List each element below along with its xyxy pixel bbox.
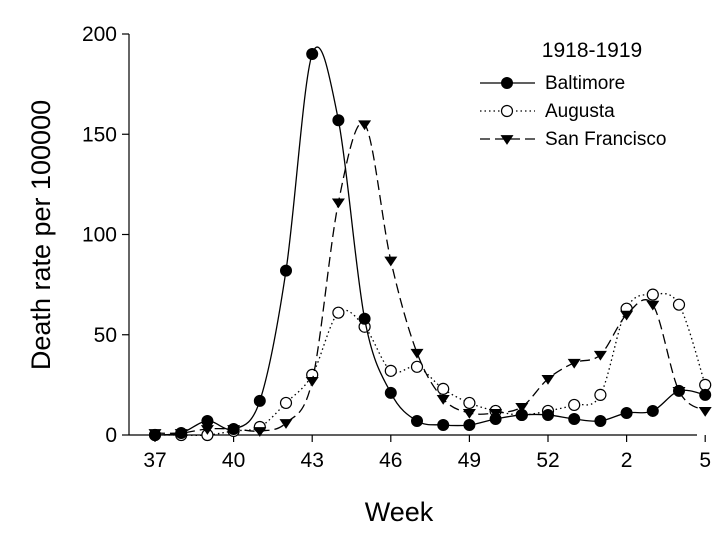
series-line-baltimore <box>154 46 706 436</box>
data-point-augusta <box>410 360 424 373</box>
data-point-san-francisco <box>279 419 293 429</box>
x-tick-label: 49 <box>458 449 481 472</box>
data-point-baltimore <box>175 426 188 439</box>
data-point-baltimore <box>201 414 214 427</box>
data-point-augusta <box>672 298 686 311</box>
legend-label-augusta: Augusta <box>545 101 615 122</box>
x-tick-label: 46 <box>379 449 402 472</box>
data-point-baltimore <box>358 312 371 325</box>
data-point-san-francisco <box>698 407 712 417</box>
data-point-baltimore <box>306 48 319 61</box>
legend-items: Baltimore Augusta San Francisco <box>480 73 666 150</box>
data-point-san-francisco <box>253 427 267 437</box>
x-tick-label: 52 <box>536 449 559 472</box>
y-tick-label: 200 <box>82 23 117 46</box>
legend-marker-san-francisco <box>500 135 514 145</box>
data-point-baltimore <box>646 404 659 417</box>
data-point-baltimore <box>673 384 685 397</box>
y-tick-label: 0 <box>105 424 117 447</box>
data-point-baltimore <box>542 408 554 421</box>
data-point-augusta <box>699 378 712 391</box>
data-point-baltimore <box>594 414 607 427</box>
y-ticks: 0 50 100 150 200 <box>82 23 129 447</box>
x-tick-label: 2 <box>621 449 633 472</box>
data-point-san-francisco <box>331 198 345 209</box>
series-layer <box>148 46 712 442</box>
data-point-baltimore <box>332 114 345 127</box>
data-point-san-francisco <box>646 300 660 311</box>
legend-entry-augusta: Augusta <box>480 101 615 122</box>
y-tick-label: 150 <box>82 123 117 146</box>
x-tick-label: 43 <box>301 449 324 472</box>
data-point-san-francisco <box>436 395 450 405</box>
data-point-san-francisco <box>305 376 319 387</box>
data-point-baltimore <box>489 412 502 425</box>
series-line-san-francisco <box>154 122 706 434</box>
data-point-baltimore <box>437 418 450 431</box>
x-tick-label: 5 <box>699 449 711 472</box>
data-point-baltimore <box>149 429 161 441</box>
series-line-augusta <box>155 292 706 436</box>
legend-entry-baltimore: Baltimore <box>480 73 625 94</box>
data-point-augusta <box>594 388 607 401</box>
x-axis-title: Week <box>365 497 434 527</box>
data-point-baltimore <box>699 388 712 401</box>
series-san-francisco <box>148 120 712 439</box>
data-point-augusta <box>646 288 659 301</box>
data-point-baltimore <box>227 422 240 435</box>
x-ticks: 37 40 43 46 49 52 2 5 <box>143 435 711 472</box>
legend-title: 1918-1919 <box>542 39 642 62</box>
x-tick-label: 40 <box>222 449 245 472</box>
data-point-augusta <box>332 306 345 319</box>
data-point-augusta <box>568 398 581 412</box>
data-point-san-francisco <box>593 350 607 361</box>
data-point-baltimore <box>568 412 581 425</box>
legend-label-baltimore: Baltimore <box>545 73 625 94</box>
data-point-baltimore <box>515 408 528 421</box>
data-point-san-francisco <box>358 120 372 131</box>
data-point-san-francisco <box>200 425 214 435</box>
data-point-baltimore <box>620 406 633 419</box>
x-tick-label: 37 <box>143 449 166 472</box>
legend-entry-san-francisco: San Francisco <box>480 129 666 150</box>
data-point-baltimore <box>463 418 476 431</box>
data-point-baltimore <box>384 386 397 399</box>
data-point-san-francisco <box>567 358 581 369</box>
y-tick-label: 50 <box>94 324 117 347</box>
data-point-baltimore <box>253 394 266 407</box>
data-point-san-francisco <box>462 409 476 419</box>
axes-group: 0 50 100 150 200 37 40 43 46 49 52 2 5 <box>82 23 711 472</box>
data-point-san-francisco <box>515 403 529 413</box>
data-point-san-francisco <box>620 310 634 321</box>
data-point-augusta <box>384 364 397 377</box>
data-point-augusta <box>279 396 293 410</box>
legend: 1918-1919 Baltimore Augusta San Francisco <box>480 39 666 150</box>
legend-label-san-francisco: San Francisco <box>545 129 666 150</box>
legend-marker-baltimore <box>501 77 513 89</box>
legend-marker-augusta <box>500 104 514 118</box>
data-point-baltimore <box>411 414 423 427</box>
data-point-augusta <box>437 382 450 395</box>
data-point-san-francisco <box>541 374 555 385</box>
y-tick-label: 100 <box>82 224 117 247</box>
series-baltimore <box>149 46 712 441</box>
data-point-augusta <box>463 396 476 410</box>
data-point-baltimore <box>280 264 292 277</box>
data-point-san-francisco <box>410 348 424 359</box>
y-axis-title: Death rate per 100000 <box>26 100 56 370</box>
data-point-san-francisco <box>384 256 398 267</box>
